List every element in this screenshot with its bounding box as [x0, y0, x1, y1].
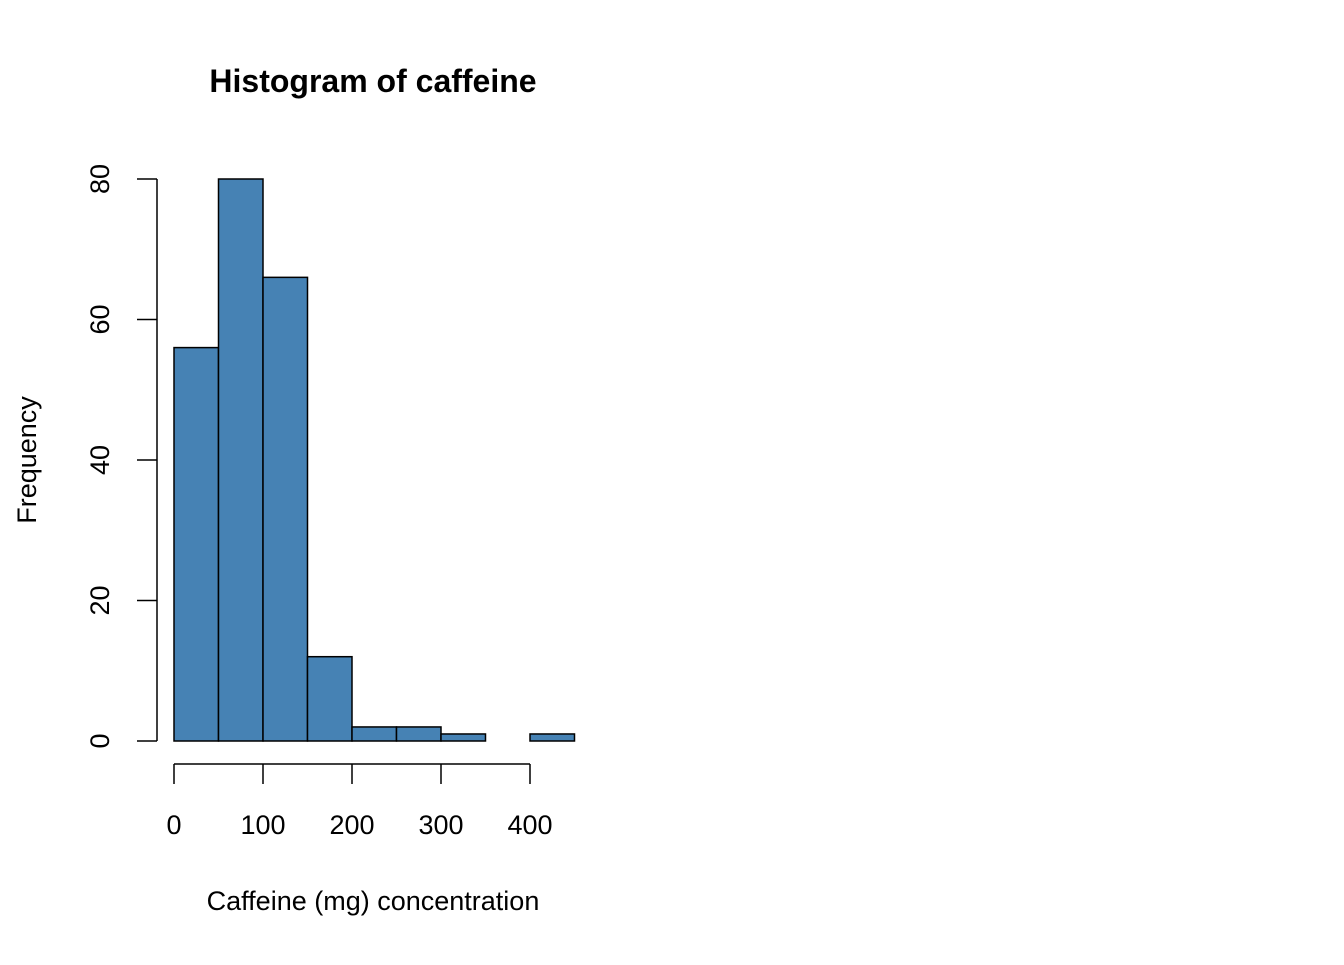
y-axis-label: Frequency [12, 396, 42, 524]
x-tick-label-3: 300 [418, 810, 463, 840]
x-tick-label-0: 0 [166, 810, 181, 840]
x-axis-label: Caffeine (mg) concentration [207, 886, 540, 916]
histogram-bar-0 [173, 346, 220, 742]
x-tick-label-1: 100 [240, 810, 285, 840]
histogram-bar-8 [529, 733, 576, 742]
y-tick-label-0: 0 [85, 733, 115, 748]
x-axis: 0 100 200 300 400 [166, 763, 553, 840]
y-tick-label-1: 20 [85, 585, 115, 615]
x-tick-label-4: 400 [507, 810, 552, 840]
y-tick-label-2: 40 [85, 445, 115, 475]
bars-group [173, 178, 576, 742]
y-tick-label-4: 80 [85, 164, 115, 194]
histogram-bar-3 [306, 655, 353, 742]
histogram-bar-1 [217, 178, 264, 742]
histogram-bar-2 [262, 276, 309, 742]
histogram-bar-4 [351, 726, 398, 742]
histogram-bar-6 [440, 733, 487, 742]
histogram-bar-5 [395, 726, 442, 742]
x-tick-label-2: 200 [329, 810, 374, 840]
y-axis: 0 20 40 60 80 [85, 164, 158, 749]
y-tick-label-3: 60 [85, 304, 115, 334]
chart-title: Histogram of caffeine [209, 63, 536, 99]
